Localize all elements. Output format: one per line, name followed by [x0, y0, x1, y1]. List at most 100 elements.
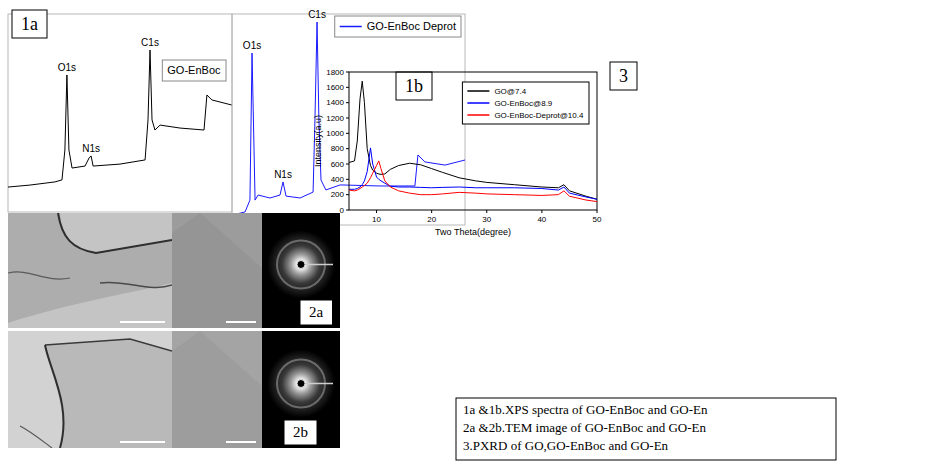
x-tick-label: 30 — [482, 215, 491, 224]
series-line — [349, 161, 597, 202]
y-tick — [346, 102, 349, 103]
tem-region — [172, 213, 262, 328]
y-tick-label: 0 — [340, 206, 345, 215]
tem-row: 2b — [8, 331, 340, 448]
tem-edge — [58, 213, 172, 253]
caption-box — [456, 398, 836, 460]
peak-label: C1s — [141, 37, 159, 48]
y-tick — [346, 179, 349, 180]
peak-label: O1s — [58, 62, 76, 73]
tem-edge — [45, 339, 172, 351]
plot-frame — [8, 14, 232, 212]
legend-box — [462, 82, 589, 124]
x-tick-label: 10 — [372, 215, 381, 224]
panel-label-box — [396, 72, 432, 100]
y-tick-label: 1000 — [326, 129, 344, 138]
series-line — [349, 148, 597, 199]
panel-label: 2b — [284, 420, 317, 445]
y-axis-title: Intensity(a.u) — [313, 115, 323, 167]
tem-low-mag — [8, 331, 172, 448]
legend-label: GO-EnBoc Deprot — [367, 20, 456, 32]
beam-stop — [297, 380, 305, 388]
caption-line: 2a &2b.TEM image of GO-EnBoc and GO-En — [463, 420, 706, 435]
panel-label-box — [610, 62, 637, 90]
y-tick — [346, 72, 349, 73]
peak-label: O1s — [243, 40, 261, 51]
chart-panel: O1s N1s C1s GO-EnBoc — [8, 14, 232, 212]
series-line — [349, 81, 597, 199]
caption-line: 3.PXRD of GO,GO-EnBoc and GO-En — [463, 438, 669, 453]
chart-panel: 1020304050020040060080010001200140016001… — [313, 68, 602, 237]
panel-label-box — [284, 420, 317, 445]
x-tick — [486, 210, 487, 213]
x-tick-label: 20 — [427, 215, 436, 224]
y-tick-label: 600 — [331, 160, 345, 169]
legend-label: GO-EnBoc-Deprot@10.4 — [494, 111, 584, 120]
data-group — [8, 50, 232, 187]
caption: 1a &1b.XPS spectra of GO-EnBoc and GO-En… — [456, 398, 836, 460]
legend-label: GO-EnBoc — [167, 64, 221, 76]
panel-label-text: 1b — [405, 76, 423, 96]
x-tick — [541, 210, 542, 213]
beam-stop-arm — [305, 383, 333, 385]
panel-label-box — [12, 10, 47, 38]
plot-frame — [349, 72, 597, 210]
y-tick — [346, 133, 349, 134]
panel-label-text: 2b — [293, 424, 308, 440]
tem-low-mag — [8, 213, 172, 328]
tem-sheet — [8, 213, 172, 323]
scale-bar — [226, 441, 256, 443]
tem-edge — [100, 282, 172, 287]
y-tick — [346, 118, 349, 119]
beam-stop — [297, 261, 305, 269]
tem-edge — [20, 426, 52, 448]
beam-stop-arm — [305, 264, 333, 266]
y-tick-label: 200 — [331, 190, 345, 199]
peak-label: N1s — [82, 143, 100, 154]
tem-high-mag — [172, 213, 262, 328]
y-tick — [346, 164, 349, 165]
y-tick-label: 1800 — [326, 68, 344, 77]
tem-background — [8, 331, 172, 448]
scale-bar — [120, 441, 165, 443]
legend-box — [335, 16, 461, 37]
panel-label-box — [300, 300, 333, 325]
peak-label: C1s — [308, 9, 326, 20]
y-tick-label: 1400 — [326, 98, 344, 107]
tem-row: 2a — [8, 213, 340, 328]
y-tick — [346, 194, 349, 195]
y-tick-label: 800 — [331, 144, 345, 153]
tem-background — [8, 213, 172, 328]
saed-halo — [267, 231, 335, 299]
panel-label-text: 3 — [619, 66, 628, 86]
legend: GO@7.4GO-EnBoc@8.9GO-EnBoc-Deprot@10.4 — [462, 82, 589, 124]
x-tick — [431, 210, 432, 213]
tem-high-mag — [172, 331, 262, 448]
x-tick-label: 50 — [593, 215, 602, 224]
caption-line: 1a &1b.XPS spectra of GO-EnBoc and GO-En — [463, 402, 708, 417]
legend: GO-EnBoc Deprot — [335, 16, 461, 37]
legend-swatch — [467, 90, 489, 92]
y-tick — [346, 87, 349, 88]
y-tick — [346, 210, 349, 211]
tem-edge — [45, 345, 64, 448]
legend: GO-EnBoc — [162, 60, 226, 81]
y-tick-label: 1600 — [326, 83, 344, 92]
x-tick — [597, 210, 598, 213]
panel-label: 3 — [610, 62, 637, 90]
series-line — [8, 50, 232, 187]
y-tick-label: 1200 — [326, 114, 344, 123]
panel-label-text: 1a — [21, 14, 38, 34]
scale-bar — [120, 321, 165, 323]
tem-region — [172, 331, 262, 448]
legend-label: GO@7.4 — [494, 87, 526, 96]
panel-label-text: 2a — [309, 304, 324, 320]
y-tick-label: 400 — [331, 175, 345, 184]
legend-swatch — [340, 26, 362, 28]
x-axis-title: Two Theta(degree) — [435, 227, 511, 237]
figure: O1s N1s C1s GO-EnBoc1a O1s N1s C1s GO-EnBoc Dep… — [0, 0, 944, 470]
saed-background — [262, 213, 340, 328]
panel-label: 1a — [12, 10, 47, 38]
saed-background — [262, 331, 340, 448]
legend-swatch — [467, 102, 489, 104]
